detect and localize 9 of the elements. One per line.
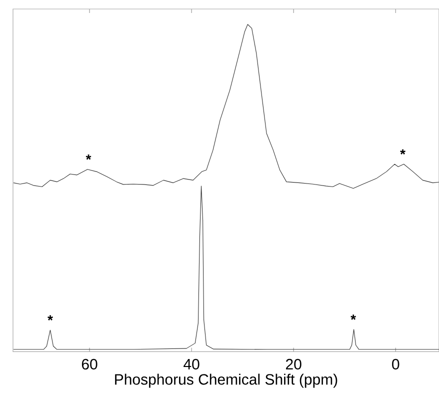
annotation: * — [86, 154, 92, 160]
x-axis-title: Phosphorus Chemical Shift (ppm) — [115, 374, 338, 388]
annotation: * — [350, 314, 356, 320]
x-tick-label: 0 — [392, 358, 400, 370]
annotation: * — [400, 149, 406, 155]
x-tick-label: 40 — [184, 358, 200, 370]
annotation: * — [48, 315, 53, 320]
x-tick-label: 20 — [286, 358, 302, 370]
x-tick-label: 60 — [82, 358, 98, 370]
